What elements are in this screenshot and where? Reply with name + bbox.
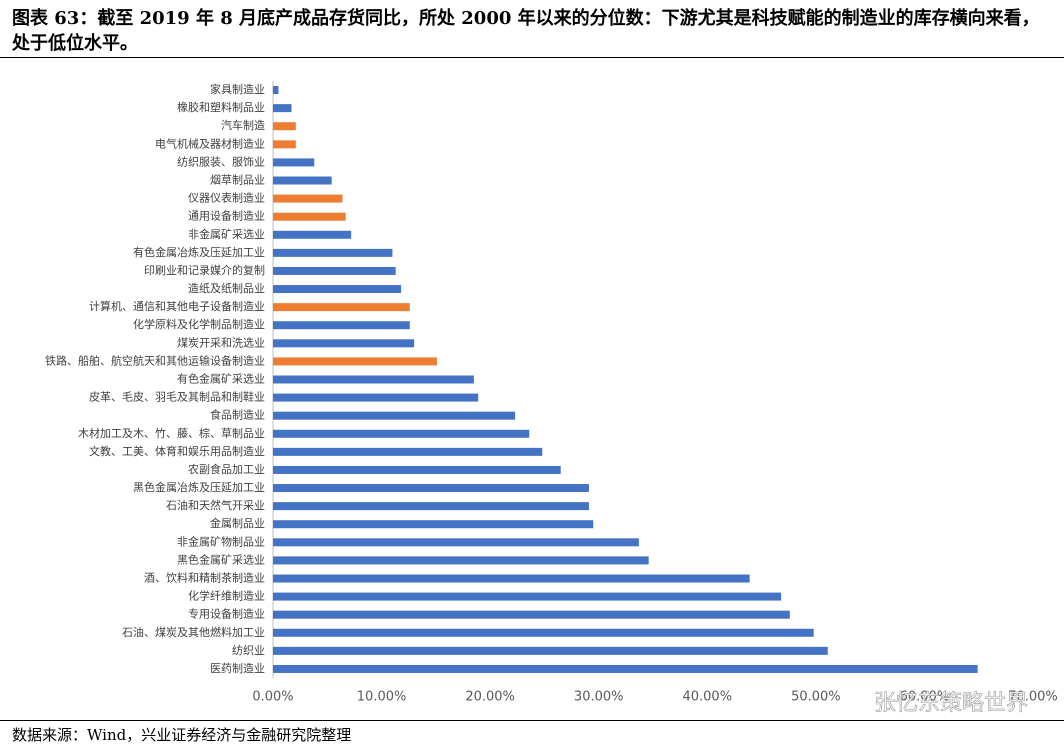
bar (273, 664, 978, 673)
y-tick-label: 印刷业和记录媒介的复制 (144, 263, 265, 277)
bar (273, 393, 479, 402)
bar (273, 556, 649, 565)
bar (273, 592, 782, 601)
y-tick-label: 有色金属矿采选业 (177, 372, 265, 386)
y-tick-label: 医药制造业 (210, 661, 265, 675)
bar (273, 339, 415, 348)
y-tick-label: 仪器仪表制造业 (188, 191, 265, 205)
bar (273, 230, 352, 239)
title-rule (0, 57, 1064, 58)
x-tick-label: 60.00% (900, 690, 950, 705)
bar (273, 610, 790, 619)
y-tick-label: 黑色金属矿采选业 (177, 552, 265, 566)
bar (273, 158, 315, 167)
bar (273, 321, 410, 330)
bar (273, 574, 750, 583)
bar (273, 194, 343, 203)
y-tick-label: 汽车制造 (221, 118, 265, 132)
y-tick-label: 电气机械及器材制造业 (155, 136, 265, 150)
bar (273, 122, 296, 131)
y-tick-label: 化学原料及化学制品制造业 (133, 317, 265, 331)
bar (273, 248, 393, 257)
x-tick-label: 20.00% (465, 690, 515, 705)
y-tick-label: 农副食品加工业 (188, 462, 265, 476)
source-rule (0, 720, 1064, 721)
bar (273, 375, 474, 384)
x-tick-label: 40.00% (682, 690, 732, 705)
bar (273, 140, 296, 149)
bar (273, 465, 561, 474)
x-tick-label: 10.00% (357, 690, 407, 705)
y-tick-label: 造纸及纸制品业 (188, 281, 265, 295)
y-tick-label: 木材加工及木、竹、藤、棕、草制品业 (78, 426, 265, 440)
y-tick-label: 石油和天然气开采业 (166, 498, 265, 512)
y-tick-label: 铁路、船舶、航空航天和其他运输设备制造业 (45, 353, 265, 367)
bar (273, 502, 589, 511)
bar (273, 429, 530, 438)
bar (273, 411, 516, 420)
y-tick-label: 文教、工美、体育和娱乐用品制造业 (89, 444, 265, 458)
y-tick-label: 黑色金属冶炼及压延加工业 (133, 480, 265, 494)
bar (273, 212, 346, 221)
y-tick-label: 纺织业 (232, 643, 265, 657)
x-tick-label: 50.00% (791, 690, 841, 705)
bar (273, 520, 594, 529)
y-tick-label: 通用设备制造业 (188, 209, 265, 223)
y-tick-label: 食品制造业 (210, 408, 265, 422)
watermark: 张忆东策略世界 (874, 691, 1028, 716)
bar (273, 86, 279, 95)
y-tick-label: 煤炭开采和洗选业 (177, 336, 265, 349)
source-note: 数据来源：Wind，兴业证券经济与金融研究院整理 (12, 726, 352, 744)
y-tick-label: 烟草制品业 (210, 173, 265, 187)
y-tick-label: 专用设备制造业 (188, 607, 265, 621)
bar (273, 484, 589, 493)
x-tick-label: 0.00% (252, 690, 293, 705)
x-tick-label: 30.00% (574, 690, 624, 705)
chart-title: 图表 63：截至 2019 年 8 月底产成品存货同比，所处 2000 年以来的… (12, 8, 1040, 54)
y-tick-label: 家具制造业 (210, 82, 265, 96)
bar (273, 266, 396, 275)
y-tick-label: 酒、饮料和精制茶制造业 (144, 571, 265, 585)
bar (273, 176, 332, 185)
bar (273, 303, 410, 312)
x-tick-label: 70.00% (1008, 690, 1058, 705)
bar (273, 538, 639, 547)
bar (273, 447, 543, 456)
y-tick-label: 金属制品业 (210, 516, 265, 530)
bar (273, 628, 814, 637)
y-tick-label: 非金属矿物制品业 (177, 534, 265, 548)
bar (273, 104, 292, 113)
y-tick-label: 石油、煤炭及其他燃料加工业 (122, 625, 265, 639)
y-tick-label: 计算机、通信和其他电子设备制造业 (89, 299, 265, 313)
bar (273, 285, 402, 294)
y-tick-label: 有色金属冶炼及压延加工业 (133, 245, 265, 259)
y-tick-label: 化学纤维制造业 (188, 589, 265, 603)
bar (273, 357, 437, 366)
y-tick-label: 橡胶和塑料制品业 (177, 100, 265, 114)
y-tick-label: 纺织服装、服饰业 (177, 154, 265, 168)
y-tick-label: 皮革、毛皮、羽毛及其制品和制鞋业 (89, 390, 265, 404)
bar (273, 646, 828, 655)
y-tick-label: 非金属矿采选业 (188, 227, 265, 241)
